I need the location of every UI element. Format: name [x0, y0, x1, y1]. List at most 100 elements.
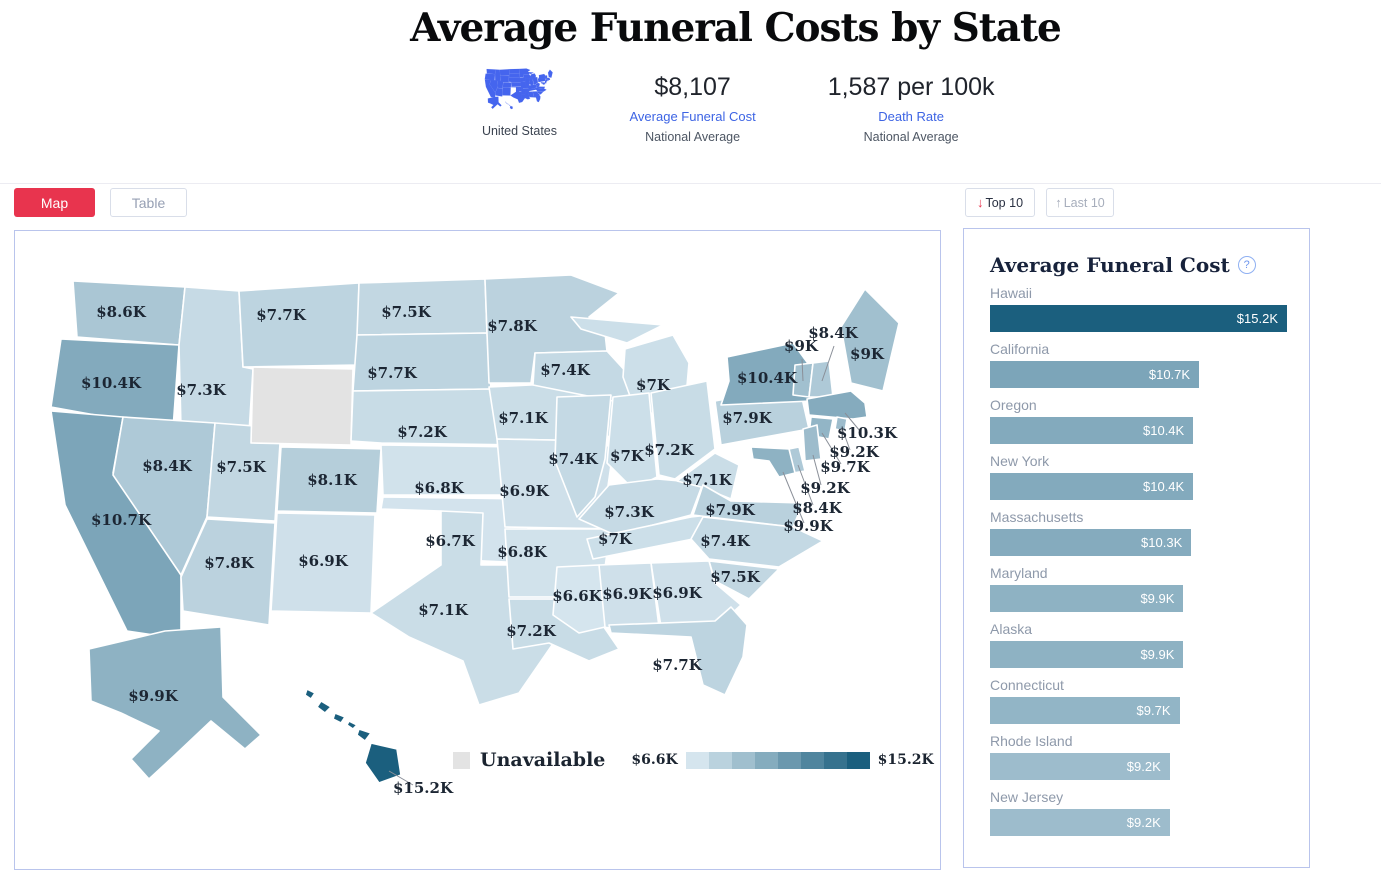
state-value-label-NY: $10.4K [737, 369, 798, 387]
state-shape-MD[interactable] [750, 446, 796, 478]
bar-oregon[interactable]: $10.4K [990, 417, 1194, 444]
tab-table[interactable]: Table [110, 188, 187, 217]
state-shape-NH[interactable] [808, 360, 834, 398]
us-icon-state-RI [547, 79, 550, 81]
us-icon-state-MT [500, 68, 510, 76]
help-icon[interactable]: ? [1237, 256, 1256, 274]
state-value-label-IL: $7.4K [548, 450, 599, 468]
bar-row: Maryland $9.9K [990, 565, 1287, 612]
state-value-label-NH: $8.4K [808, 324, 859, 342]
state-shape-CO[interactable] [276, 446, 382, 514]
state-shape-HI-part3[interactable] [316, 700, 332, 714]
us-icon-fragment-4 [508, 104, 510, 105]
map-legend: Unavailable $6.6K $15.2K [453, 749, 934, 771]
legend-step-8 [846, 751, 870, 769]
bar-rhode-island[interactable]: $9.2K [990, 753, 1170, 780]
state-value-label-UT: $7.5K [216, 458, 267, 476]
tab-table-label: Table [131, 194, 166, 211]
stat-value: 1,587 per 100k [827, 72, 995, 101]
state-value-label-LA: $7.2K [506, 622, 557, 640]
callout-line-CT [821, 432, 842, 465]
state-value-label-MN: $7.8K [487, 317, 538, 335]
us-icon-fragment-0 [526, 71, 535, 74]
bar-row: Rhode Island $9.2K [990, 733, 1287, 780]
legend-step-7 [823, 751, 847, 769]
state-shape-WV[interactable] [676, 452, 740, 500]
state-shape-FL[interactable] [608, 606, 748, 696]
bar-row: Massachusetts $10.3K [990, 509, 1287, 556]
state-value-label-TN: $7K [598, 530, 633, 548]
state-shape-NJ[interactable] [802, 424, 822, 462]
arrow-down-icon: ↓ [976, 195, 984, 210]
bar-hawaii[interactable]: $15.2K [990, 305, 1287, 332]
stat-sublabel: National Average [645, 129, 741, 144]
bar-new-york[interactable]: $10.4K [990, 473, 1194, 500]
legend-min-label: $6.6K [631, 752, 678, 768]
us-icon-state-SD [509, 72, 521, 78]
state-shape-AK[interactable] [88, 626, 262, 780]
state-shape-HI-part2[interactable] [304, 688, 316, 700]
top-10-label: Top 10 [985, 195, 1024, 210]
state-shape-NV[interactable] [112, 416, 216, 576]
side-title-row: Average Funeral Cost ? [990, 253, 1287, 277]
state-shape-SD[interactable] [352, 332, 492, 392]
state-value-label-AR: $6.8K [497, 543, 548, 561]
state-value-label-PA: $7.9K [722, 409, 773, 427]
state-shape-MS[interactable] [552, 564, 606, 634]
state-shape-HI[interactable] [364, 742, 402, 784]
arrow-up-icon: ↑ [1055, 195, 1062, 210]
bar-massachusetts[interactable]: $10.3K [990, 529, 1192, 556]
tab-map[interactable]: Map [14, 188, 95, 217]
state-shape-MT[interactable] [238, 282, 360, 368]
bar-state-label: Alaska [990, 621, 1033, 637]
bar-state-label: Oregon [990, 397, 1037, 413]
state-value-label-SC: $7.5K [710, 568, 761, 586]
callout-line-MD [782, 471, 805, 524]
state-value-label-NJ: $9.2K [800, 479, 851, 497]
us-icon-state-OH [533, 76, 539, 85]
state-value-label-VT: $9K [784, 337, 819, 355]
state-value-label-IA: $7.1K [498, 409, 549, 427]
state-shape-ME[interactable] [840, 288, 900, 392]
state-value-label-AL: $6.9K [602, 585, 653, 603]
us-icon-state-AZ [495, 87, 504, 97]
top-10-button[interactable]: ↓ Top 10 [965, 188, 1035, 217]
stat-sublabel: National Average [863, 129, 959, 144]
state-shape-IL[interactable] [554, 394, 612, 518]
bar-california[interactable]: $10.7K [990, 361, 1200, 388]
state-shape-AZ[interactable] [180, 518, 276, 626]
state-shape-MI-part2[interactable] [570, 316, 664, 344]
state-value-label-NC: $7.4K [700, 532, 751, 550]
state-shape-RI[interactable] [834, 416, 848, 432]
state-shape-MA[interactable] [806, 390, 868, 420]
us-icon-state-NJ [545, 80, 547, 84]
bar-new-jersey[interactable]: $9.2K [990, 809, 1170, 836]
tab-map-label: Map [40, 194, 69, 211]
state-shape-TX[interactable] [370, 510, 588, 706]
us-icon-state-IN [529, 77, 534, 86]
state-shape-OH[interactable] [650, 380, 716, 480]
state-shape-HI-part4[interactable] [332, 712, 346, 724]
state-shape-HI-part6[interactable] [356, 728, 372, 742]
state-shape-NC[interactable] [690, 516, 824, 568]
us-icon-state-AK [488, 96, 503, 109]
us-icon-state-HI [510, 105, 514, 110]
state-shape-WY[interactable] [250, 366, 354, 446]
state-value-label-MS: $6.6K [552, 587, 603, 605]
state-value-label-MI: $7K [636, 376, 671, 394]
legend-max-label: $15.2K [877, 752, 934, 768]
bar-row: Connecticut $9.7K [990, 677, 1287, 724]
legend-step-3 [731, 751, 755, 769]
state-shape-HI-part5[interactable] [346, 720, 358, 730]
state-value-label-CO: $8.1K [307, 471, 358, 489]
state-value-label-RI: $9.2K [829, 443, 880, 461]
last-10-button[interactable]: ↑ Last 10 [1046, 188, 1114, 217]
us-icon-fragment-2 [506, 102, 508, 104]
top-states-panel: Average Funeral Cost ? Hawaii $15.2K Calif… [963, 228, 1310, 868]
bar-maryland[interactable]: $9.9K [990, 585, 1184, 612]
state-value-label-ND: $7.5K [381, 303, 432, 321]
us-icon-state-MA [545, 77, 551, 80]
bar-connecticut[interactable]: $9.7K [990, 697, 1180, 724]
bar-alaska[interactable]: $9.9K [990, 641, 1184, 668]
state-value-label-OH: $7.2K [644, 441, 695, 459]
